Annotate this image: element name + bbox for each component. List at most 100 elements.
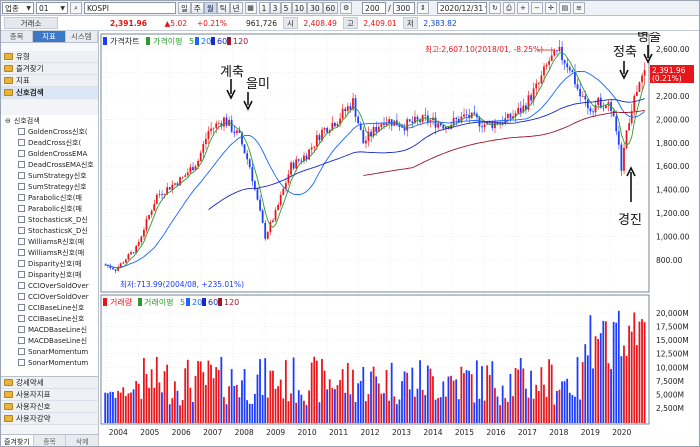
checkbox[interactable] bbox=[18, 238, 25, 245]
checkbox[interactable] bbox=[18, 337, 25, 344]
candle-body bbox=[145, 219, 148, 230]
signal-item[interactable]: WilliamsR신호(매 bbox=[1, 236, 98, 247]
period-button[interactable]: 일 bbox=[178, 2, 191, 14]
signal-item[interactable]: Parabolic신호(매 bbox=[1, 203, 98, 214]
signal-item[interactable]: DeadCross신호( bbox=[1, 137, 98, 148]
volume-bar bbox=[264, 358, 267, 423]
checkbox[interactable] bbox=[18, 128, 25, 135]
chart-svg[interactable]: 2,600.002,400.002,200.002,000.001,800.00… bbox=[100, 30, 700, 447]
period-button[interactable]: 주 bbox=[190, 2, 204, 14]
signal-item[interactable]: CCIOverSoldOver bbox=[1, 291, 98, 302]
checkbox[interactable] bbox=[18, 348, 25, 355]
folder-favorites[interactable]: 즐겨찾기 bbox=[1, 63, 98, 75]
signal-item[interactable]: Disparity신호(매 bbox=[1, 258, 98, 269]
volume-bar bbox=[434, 399, 437, 423]
checkbox[interactable] bbox=[18, 326, 25, 333]
signal-item[interactable]: GoldenCross신호( bbox=[1, 126, 98, 137]
signal-item[interactable]: GoldenCrossEMA bbox=[1, 148, 98, 159]
signal-item[interactable]: SumStrategy신호 bbox=[1, 170, 98, 181]
checkbox[interactable] bbox=[18, 161, 25, 168]
signal-item[interactable]: DeadCrossEMA신호 bbox=[1, 159, 98, 170]
signal-item[interactable]: WilliamsR신호(매 bbox=[1, 247, 98, 258]
price-tick-label: 2,200.00 bbox=[656, 92, 690, 101]
legend-swatch bbox=[103, 298, 107, 306]
checkbox[interactable] bbox=[18, 205, 25, 212]
signal-item[interactable]: SonarMomentum bbox=[1, 346, 98, 357]
folder-signal-search[interactable]: 신호검색 bbox=[1, 87, 98, 99]
signal-item[interactable]: MACDBaseLine신 bbox=[1, 324, 98, 335]
exchange-label: 거래소 bbox=[4, 17, 58, 29]
minute-button[interactable]: 1 bbox=[258, 2, 270, 14]
menu-icon[interactable]: ≡ bbox=[572, 2, 585, 14]
tab-systems[interactable]: 시스템 bbox=[65, 31, 98, 42]
calendar-icon[interactable]: ▦ bbox=[244, 2, 257, 14]
zoom-out-icon[interactable]: − bbox=[530, 2, 543, 14]
checkbox[interactable] bbox=[18, 260, 25, 267]
refresh-icon[interactable]: ↻ bbox=[488, 2, 501, 14]
period-button[interactable]: 년 bbox=[229, 2, 243, 14]
list-root[interactable]: ⊖ 신호검색 bbox=[1, 115, 98, 126]
tab-favorites[interactable]: 즐겨찾기 bbox=[1, 435, 34, 446]
market-select[interactable]: 업종 ▼ bbox=[2, 2, 34, 14]
minute-button[interactable]: 60 bbox=[322, 2, 339, 14]
signal-item[interactable]: SonarMomentum bbox=[1, 357, 98, 368]
volume-bar bbox=[592, 368, 594, 423]
signal-item[interactable]: Disparity신호(매 bbox=[1, 269, 98, 280]
date-input[interactable]: 2020/12/31▼ bbox=[436, 2, 487, 14]
checkbox[interactable] bbox=[18, 304, 25, 311]
zoom-in-icon[interactable]: + bbox=[516, 2, 529, 14]
folder-indicators[interactable]: 지표 bbox=[1, 75, 98, 87]
checkbox[interactable] bbox=[18, 249, 25, 256]
minute-button[interactable]: 30 bbox=[307, 2, 323, 14]
code-input[interactable]: 01 ▼ bbox=[36, 2, 68, 14]
signal-item[interactable]: MACDBaseLine신 bbox=[1, 335, 98, 346]
signal-item[interactable]: Parabolic신호(매 bbox=[1, 192, 98, 203]
checkbox[interactable] bbox=[18, 172, 25, 179]
minute-button[interactable]: 3 bbox=[269, 2, 281, 14]
tab-indicators[interactable]: 지표 bbox=[33, 31, 66, 42]
search-icon[interactable]: ⌕ bbox=[70, 2, 82, 14]
period-button[interactable]: 월 bbox=[203, 2, 217, 14]
period-button[interactable]: 틱 bbox=[216, 2, 230, 14]
candle-body bbox=[261, 210, 264, 223]
checkbox[interactable] bbox=[18, 359, 25, 366]
tab-items[interactable]: 종목 bbox=[1, 31, 34, 42]
spin-icon[interactable]: ⇕ bbox=[416, 2, 429, 14]
print-icon[interactable]: ⎙ bbox=[502, 2, 515, 14]
count-input[interactable]: 200 bbox=[362, 2, 387, 14]
volume-bar bbox=[568, 392, 571, 423]
chart-area[interactable]: 2,600.002,400.002,200.002,000.001,800.00… bbox=[100, 30, 700, 447]
name-field[interactable]: KOSPI bbox=[84, 2, 176, 14]
signal-item[interactable]: SumStrategy신호 bbox=[1, 181, 98, 192]
signal-item[interactable]: CCIOverSoldOver bbox=[1, 280, 98, 291]
folder-user-indicator[interactable]: 사용자지표 bbox=[1, 389, 98, 401]
folder-type[interactable]: 유형 bbox=[1, 51, 98, 63]
signal-item[interactable]: CCIBaseLine신호 bbox=[1, 302, 98, 313]
checkbox[interactable] bbox=[18, 271, 25, 278]
signal-item-label: MACDBaseLine신 bbox=[28, 325, 88, 334]
tab-delete[interactable]: 삭제 bbox=[66, 435, 100, 446]
checkbox[interactable] bbox=[18, 293, 25, 300]
checkbox[interactable] bbox=[18, 282, 25, 289]
folder-user-strength[interactable]: 사용자강약 bbox=[1, 413, 98, 425]
folder-strength[interactable]: 강세약세 bbox=[1, 377, 98, 389]
folder-user-signal[interactable]: 사용자신호 bbox=[1, 401, 98, 413]
checkbox[interactable] bbox=[18, 194, 25, 201]
tab-stock[interactable]: 종목 bbox=[33, 435, 67, 446]
checkbox[interactable] bbox=[18, 216, 25, 223]
signal-item[interactable]: StochasticsK_D신 bbox=[1, 214, 98, 225]
crosshair-icon[interactable]: ✛ bbox=[544, 2, 557, 14]
total-input[interactable]: 300 bbox=[392, 2, 415, 14]
signal-item[interactable]: CCIBaseLine신호 bbox=[1, 313, 98, 324]
minute-button[interactable]: 5 bbox=[280, 2, 292, 14]
volume-bar bbox=[176, 390, 179, 423]
checkbox[interactable] bbox=[18, 183, 25, 190]
signal-item[interactable]: StochasticsK_D신 bbox=[1, 225, 98, 236]
grid-icon[interactable]: ▤ bbox=[558, 2, 571, 14]
settings-icon[interactable]: ⚙ bbox=[340, 2, 353, 14]
checkbox[interactable] bbox=[18, 227, 25, 234]
checkbox[interactable] bbox=[18, 150, 25, 157]
checkbox[interactable] bbox=[18, 139, 25, 146]
checkbox[interactable] bbox=[18, 315, 25, 322]
minute-button[interactable]: 10 bbox=[291, 2, 308, 14]
